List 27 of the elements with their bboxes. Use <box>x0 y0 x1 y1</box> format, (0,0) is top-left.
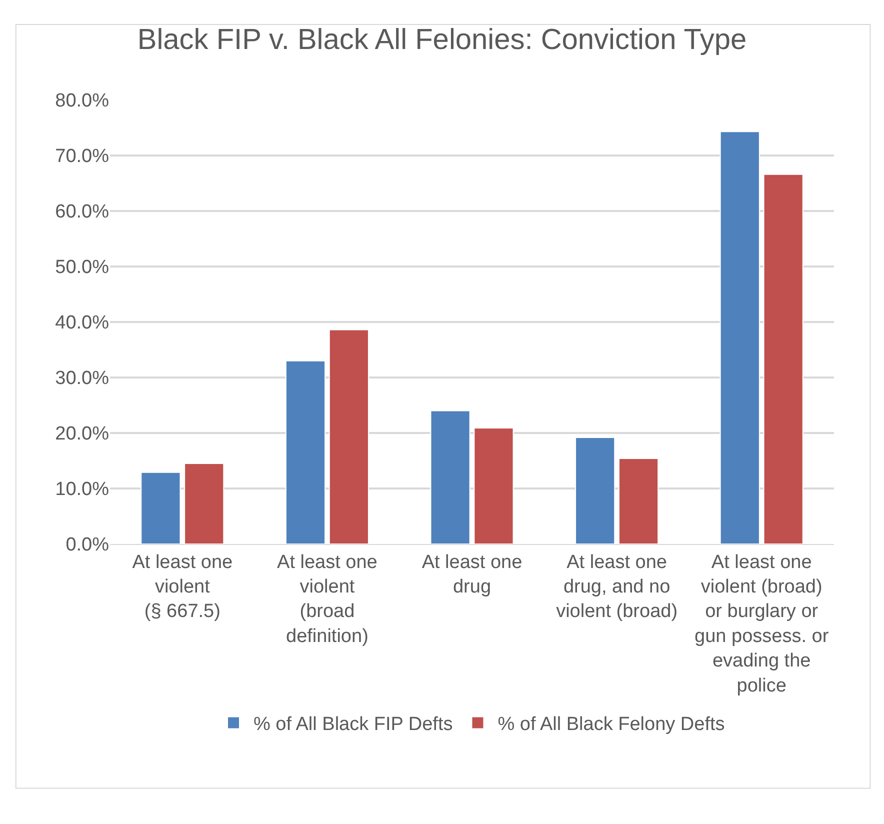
bar <box>763 174 804 544</box>
bar <box>474 428 514 544</box>
x-tick-label: At least one drug <box>422 552 522 598</box>
bar <box>430 410 470 544</box>
y-tick-label: 80.0% <box>55 90 110 112</box>
y-tick-label: 30.0% <box>55 368 110 390</box>
y-tick-label: 20.0% <box>55 424 110 445</box>
y-tick-label: 70.0% <box>55 146 110 168</box>
x-tick-label: At least one violent (§ 667.5) <box>132 552 233 622</box>
bar <box>618 458 659 544</box>
bar <box>140 472 181 544</box>
y-tick-label: 10.0% <box>55 479 110 500</box>
x-tick-label: At least one violent (broad definition) <box>277 552 378 647</box>
legend-label: % of All Black Felony Defts <box>498 714 725 736</box>
chart-title: Black FIP v. Black All Felonies: Conviction Type <box>137 24 747 56</box>
legend-label: % of All Black FIP Defts <box>254 714 453 736</box>
x-tick-label: At least one violent (broad) or burglary or gun possess. or evading the police <box>694 552 830 696</box>
bar <box>575 436 616 544</box>
x-tick-label: At least one drug, and no violent (broad) <box>556 552 678 622</box>
y-tick-label: 60.0% <box>55 202 110 223</box>
y-tick-label: 50.0% <box>55 257 110 278</box>
bar <box>285 360 326 544</box>
y-tick-label: 40.0% <box>55 312 110 334</box>
bar <box>720 131 760 544</box>
bar <box>184 463 224 544</box>
bar <box>328 329 369 544</box>
y-tick-label: 0.0% <box>66 534 110 556</box>
